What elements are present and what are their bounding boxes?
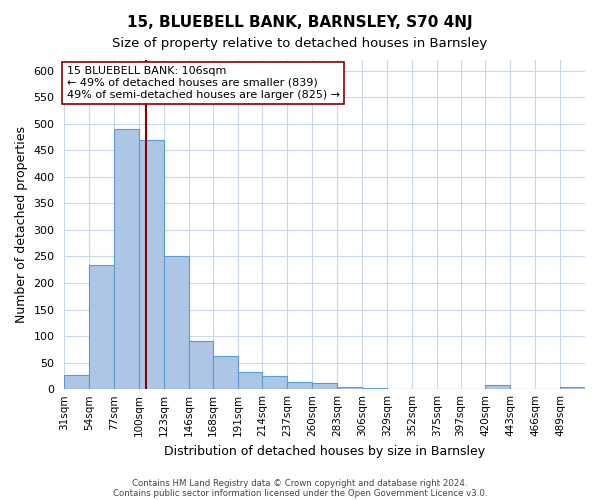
Y-axis label: Number of detached properties: Number of detached properties <box>15 126 28 323</box>
Text: 15, BLUEBELL BANK, BARNSLEY, S70 4NJ: 15, BLUEBELL BANK, BARNSLEY, S70 4NJ <box>127 15 473 30</box>
X-axis label: Distribution of detached houses by size in Barnsley: Distribution of detached houses by size … <box>164 444 485 458</box>
Bar <box>312 384 337 389</box>
Bar <box>212 356 238 389</box>
Bar <box>387 388 412 389</box>
Text: Size of property relative to detached houses in Barnsley: Size of property relative to detached ho… <box>112 38 488 51</box>
Bar <box>362 388 387 389</box>
Bar <box>337 387 362 389</box>
Bar <box>114 129 139 389</box>
Bar <box>412 388 437 389</box>
Text: Contains public sector information licensed under the Open Government Licence v3: Contains public sector information licen… <box>113 488 487 498</box>
Bar <box>64 375 89 389</box>
Bar <box>560 386 585 389</box>
Bar <box>164 256 189 389</box>
Bar <box>485 386 511 389</box>
Bar <box>287 382 312 389</box>
Bar <box>89 265 114 389</box>
Bar <box>189 342 212 389</box>
Text: 15 BLUEBELL BANK: 106sqm
← 49% of detached houses are smaller (839)
49% of semi-: 15 BLUEBELL BANK: 106sqm ← 49% of detach… <box>67 66 340 100</box>
Bar <box>238 372 262 389</box>
Bar <box>262 376 287 389</box>
Bar <box>139 140 164 389</box>
Text: Contains HM Land Registry data © Crown copyright and database right 2024.: Contains HM Land Registry data © Crown c… <box>132 478 468 488</box>
